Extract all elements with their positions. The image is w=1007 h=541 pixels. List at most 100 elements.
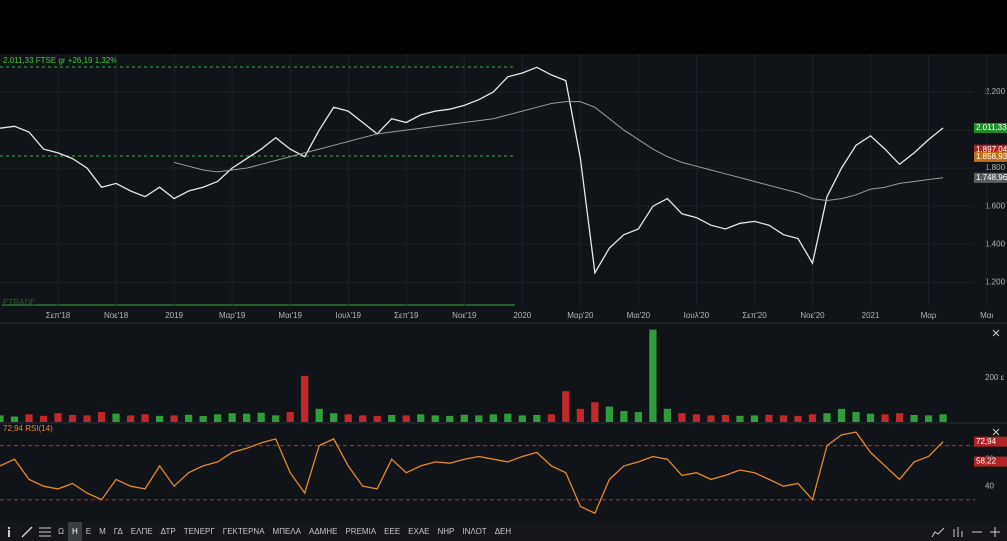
volume-bar [518,415,526,422]
y-tick-label: 1.400 [985,239,1006,248]
price-marker [974,456,1007,467]
price-marker [974,122,1007,133]
symbol-button[interactable]: ΕΕΕ [384,527,401,536]
symbol-button[interactable]: ΔΤΡ [160,527,176,536]
volume-bar [112,413,120,422]
volume-bar [736,415,744,422]
volume-bar [765,414,773,422]
volume-bar [881,414,889,422]
y-tick-label: 2.200 [985,87,1006,96]
volume-bar [547,414,555,422]
chart-type-icon[interactable] [931,526,945,538]
volume-bar [39,415,48,422]
symbol-button[interactable]: ΜΠΕΛΑ [272,527,301,536]
x-tick-label: Μαι'20 [627,311,651,320]
volume-bar [721,414,730,422]
volume-bar [460,414,468,422]
chart-tools [931,526,1007,538]
x-tick-label: Μαρ [921,311,937,320]
volume-bar [417,414,425,422]
volume-bar [344,414,352,422]
chart-background [0,54,1007,522]
price-marker-label: 1.748,96 [976,173,1007,182]
volume-bar [388,414,396,422]
symbol-button[interactable]: ΓΕΚΤΕΡΝΑ [222,527,265,536]
y-tick-label: 1.200 [985,277,1006,286]
bars-icon[interactable] [951,526,965,538]
volume-bar [605,406,614,422]
y-tick-label: 200 ε [985,373,1005,382]
zoom-out-icon[interactable] [971,526,983,538]
symbol-button[interactable]: ΓΔ [113,527,123,536]
symbol-button[interactable]: ΙΝΛΟΤ [462,527,487,536]
symbol-button[interactable]: ΔΕΗ [494,527,512,536]
volume-bar [533,414,541,422]
symbol-button[interactable]: ΑΔΜΗΕ [309,527,338,536]
price-marker-label: 1.858,93 [976,152,1007,161]
symbol-button[interactable]: ΕΧΑΕ [408,527,430,536]
symbol-button[interactable]: ΤΕΝΕΡΓ [183,527,215,536]
price-marker [974,151,1007,162]
volume-bar [126,415,135,422]
volume-bar [155,415,164,422]
price-marker-label: 72,94 [976,437,997,446]
volume-bar [10,416,19,422]
x-tick-label: Σεπ'18 [46,311,71,320]
volume-bar [475,415,483,422]
volume-bar [634,412,643,422]
volume-bar [939,414,947,422]
volume-bar [83,415,91,422]
volume-bar [591,402,599,422]
volume-bar [852,412,860,422]
x-tick-label: Νοε'20 [800,311,825,320]
volume-bar [330,413,338,422]
symbol-button[interactable]: Ω [58,527,64,536]
y-tick-label: 1.800 [985,163,1006,172]
zoom-in-icon[interactable] [989,526,1001,538]
x-tick-label: Νοε'19 [452,311,477,320]
price-marker [974,144,1007,155]
volume-bar [359,415,367,422]
volume-bar [794,415,802,422]
volume-bar [678,413,686,422]
x-tick-label: 2020 [513,311,531,320]
symbol-button[interactable]: Η [67,522,82,541]
volume-bar [620,411,628,422]
volume-bar [315,408,323,422]
symbol-button[interactable]: PREMIA [345,527,377,536]
rsi-header: 72,94 RSI(14) [3,424,53,433]
x-tick-label: Μαι'19 [278,311,302,320]
volume-bar [170,415,178,422]
top-bar [0,0,1007,54]
volume-bar [199,416,207,422]
volume-bar [489,414,497,422]
symbol-button[interactable]: Ε [85,527,92,536]
volume-bar [837,408,846,422]
volume-bar [663,408,672,422]
x-tick-label: Μαρ'19 [219,311,246,320]
draw-icon[interactable] [18,522,36,541]
symbol-button[interactable]: ΕΛΠΕ [130,527,153,536]
price-marker-label: 1.897,04 [976,145,1007,154]
volume-bar [214,414,222,422]
volume-bar [866,413,875,422]
volume-bar [431,415,439,422]
x-tick-label: Μαρ'20 [567,311,594,320]
symbol-button[interactable]: Μ [99,527,106,536]
volume-bar [910,414,918,422]
volume-bar [68,414,77,422]
y-tick-label: 40 [985,481,994,490]
close-icon[interactable] [992,428,1000,436]
close-icon[interactable] [992,329,1000,337]
volume-bar [649,329,657,422]
info-icon[interactable] [0,522,18,541]
x-tick-label: 2021 [862,311,880,320]
price-header: 2.011,33 FTSE gr +26,19 1,32% [3,56,117,65]
volume-bar [895,413,904,422]
symbol-button[interactable]: ΝΗΡ [437,527,455,536]
list-icon[interactable] [36,522,54,541]
toolbar: Ω Η Ε Μ ΓΔ ΕΛΠΕ ΔΤΡ ΤΕΝΕΡΓ ΓΕΚΤΕΡΝΑ ΜΠΕΛΑ ΑΔΜΗΕ PRE… [0,522,1007,541]
volume-bar [228,413,236,422]
series-line [0,431,944,515]
symbol-list: Ω Η Ε Μ ΓΔ ΕΛΠΕ ΔΤΡ ΤΕΝΕΡΓ ΓΕΚΤΕΡΝΑ ΜΠΕΛΑ ΑΔΜΗΕ PRE… [54,522,515,541]
